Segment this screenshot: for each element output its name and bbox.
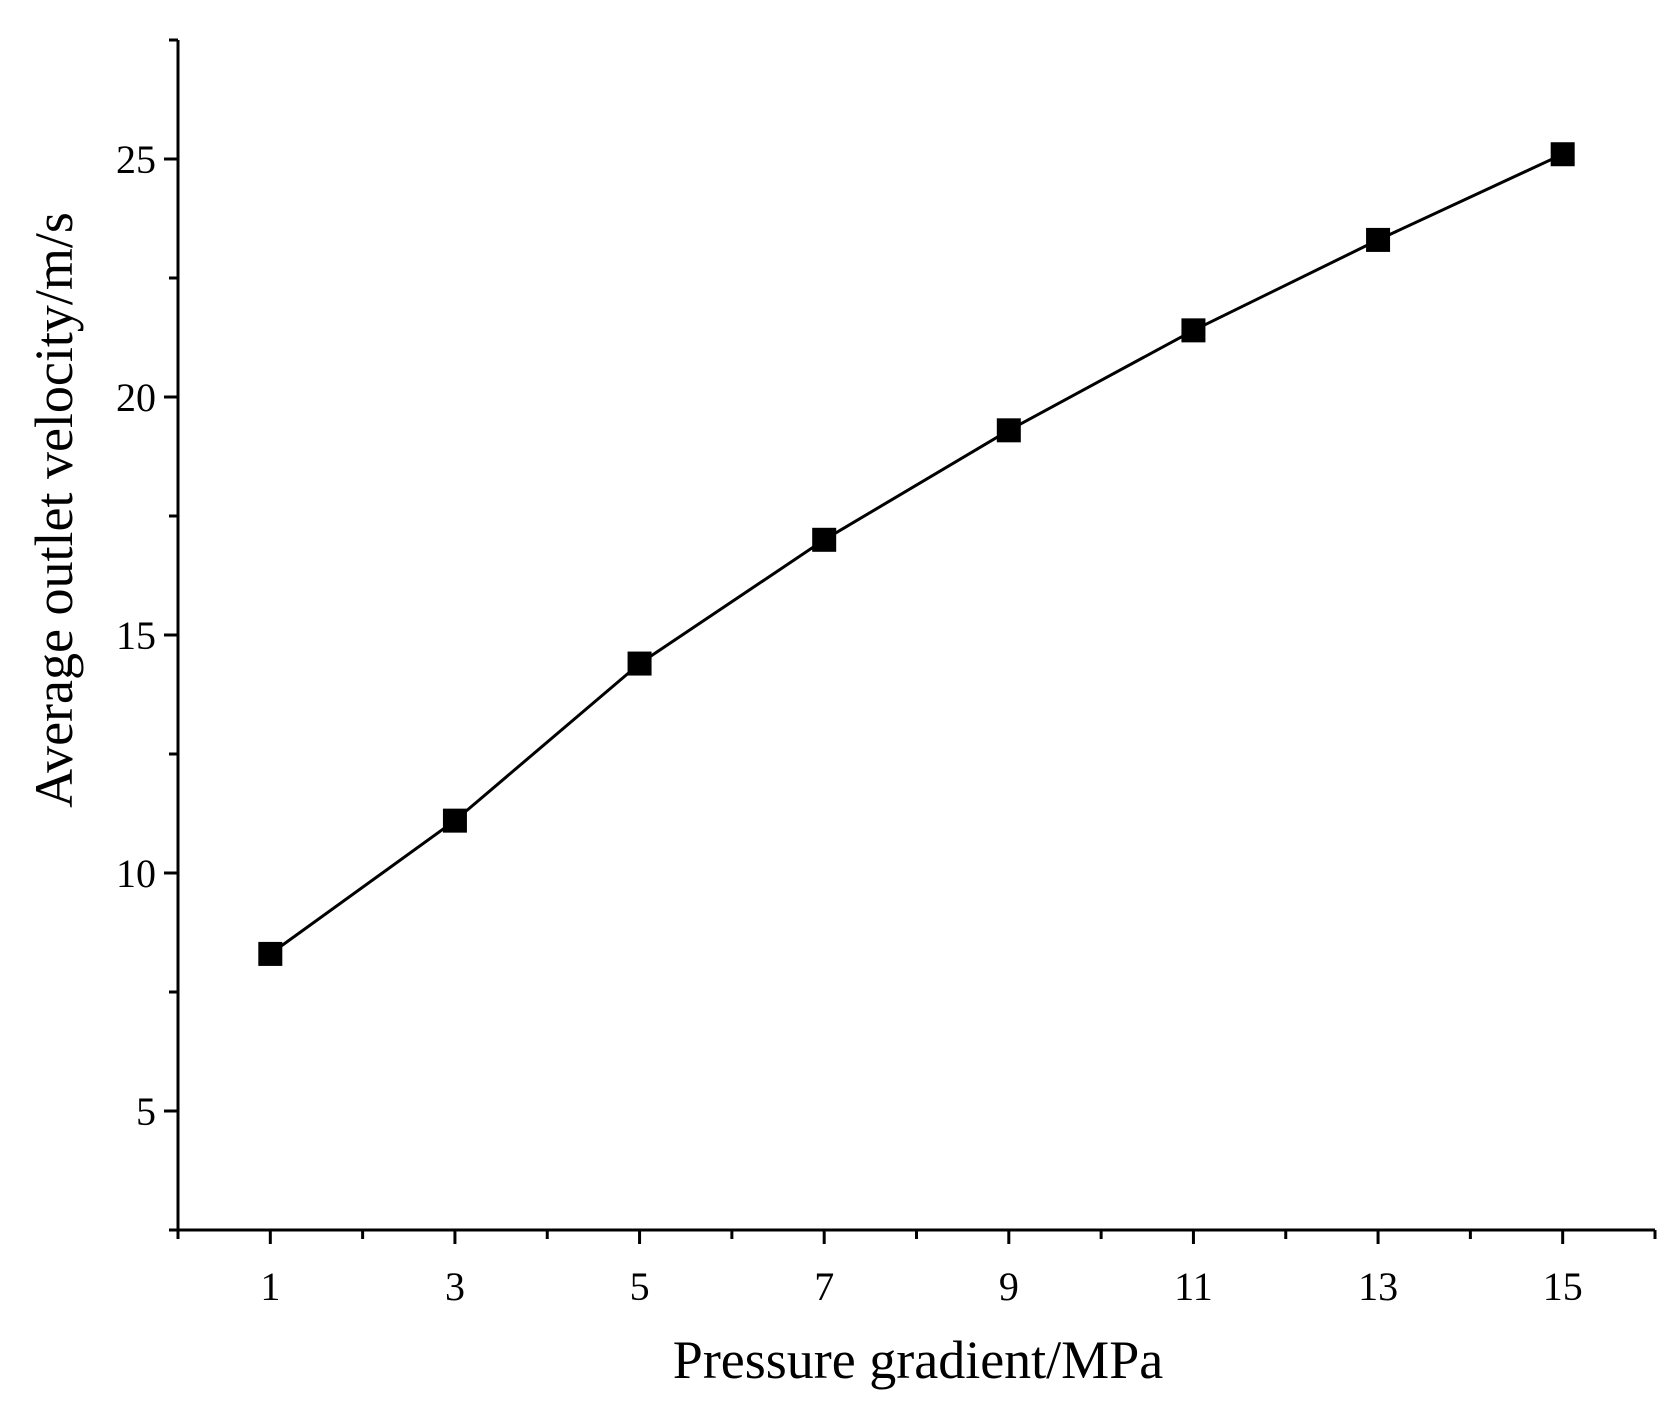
data-point-marker <box>442 808 467 833</box>
y-tick-label: 10 <box>116 851 156 896</box>
y-tick-label: 5 <box>136 1089 156 1134</box>
data-point-marker <box>812 527 837 552</box>
axes <box>176 40 1655 1232</box>
series-line <box>269 152 1564 956</box>
x-tick-label: 9 <box>999 1264 1019 1309</box>
data-point-marker <box>627 651 652 676</box>
data-point-marker <box>996 418 1021 443</box>
y-tick-label: 25 <box>116 137 156 182</box>
data-point-marker <box>258 941 283 966</box>
x-tick-label: 5 <box>630 1264 650 1309</box>
data-point-marker <box>1181 318 1206 343</box>
y-tick-label: 20 <box>116 375 156 420</box>
x-tick-label: 1 <box>260 1264 280 1309</box>
data-point-marker <box>1550 142 1575 167</box>
y-tick-label: 15 <box>116 613 156 658</box>
x-tick-label: 7 <box>814 1264 834 1309</box>
x-axis-title: Pressure gradient/MPa <box>673 1330 1163 1390</box>
y-axis-title: Average outlet velocity/m/s <box>24 212 84 808</box>
x-tick-label: 15 <box>1543 1264 1583 1309</box>
x-tick-label: 13 <box>1358 1264 1398 1309</box>
series <box>258 142 1575 966</box>
x-tick-label: 3 <box>445 1264 465 1309</box>
x-tick-label: 11 <box>1174 1264 1213 1309</box>
data-point-marker <box>1366 227 1391 252</box>
